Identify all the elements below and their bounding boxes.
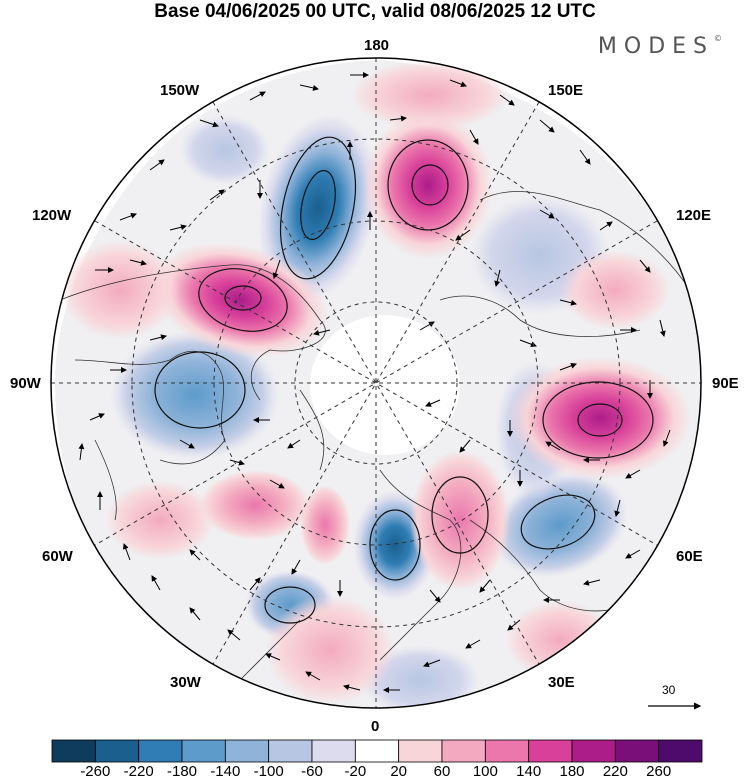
colorbar-swatch (181, 739, 226, 763)
modes-logo: MODES© (597, 34, 722, 59)
lon-label-60e: 60E (676, 548, 703, 565)
map-border (50, 57, 702, 709)
lon-label-30w: 30W (170, 674, 201, 691)
colorbar-swatch (441, 739, 486, 763)
colorbar-tick-label: 220 (602, 763, 628, 780)
colorbar-tick-label: -180 (166, 763, 198, 780)
lon-label-30e: 30E (548, 674, 575, 691)
colorbar-tick-label: -140 (210, 763, 241, 780)
anomaly-field (51, 58, 701, 708)
colorbar-swatch (268, 739, 313, 763)
colorbar-swatch (354, 739, 400, 763)
lon-label-180: 180 (364, 37, 390, 54)
graticule (51, 58, 701, 708)
colorbar-tick-label: -100 (253, 763, 284, 780)
lon-label-120e: 120E (676, 207, 712, 224)
colorbar-swatch (528, 739, 573, 763)
colorbar-swatch (94, 739, 140, 763)
colorbar-tick-label: -220 (123, 763, 154, 780)
colorbar-swatch (484, 739, 530, 763)
colorbar-tick-label: 20 (390, 763, 407, 780)
lon-label-60w: 60W (42, 548, 73, 565)
colorbar-swatch (398, 739, 443, 763)
colorbar-swatch (614, 739, 660, 763)
colorbar-tick-label: 60 (433, 763, 451, 780)
lon-label-90e: 90E (712, 375, 739, 392)
anomaly-contours (154, 136, 654, 624)
colorbar-tick-label: -20 (344, 763, 367, 780)
colorbar-swatch (224, 739, 270, 763)
colorbar-swatch (311, 739, 356, 763)
lon-label-120w: 120W (32, 207, 72, 224)
lon-label-150w: 150W (160, 82, 200, 99)
colorbar-tick-label: -260 (80, 763, 111, 780)
lon-label-150e: 150E (548, 82, 584, 99)
colorbar-tick-label: 180 (559, 763, 585, 780)
colorbar-swatch (138, 739, 183, 763)
colorbar-swatch (571, 739, 616, 763)
colorbar-swatch (658, 739, 703, 763)
lon-label-0: 0 (371, 718, 380, 735)
lon-label-90w: 90W (10, 375, 41, 392)
colorbar-tick-label: 100 (472, 763, 498, 780)
colorbar-swatch (51, 739, 96, 763)
colorbar-tick-label: -60 (301, 763, 323, 780)
wind-reference-value: 30 (662, 683, 676, 697)
colorbar-tick-label: 260 (646, 763, 672, 780)
wind-vectors (78, 72, 671, 693)
map-title: Base 04/06/2025 00 UTC, valid 08/06/2025… (154, 1, 596, 22)
colorbar-tick-label: 140 (516, 763, 542, 780)
colorbar (51, 739, 703, 763)
